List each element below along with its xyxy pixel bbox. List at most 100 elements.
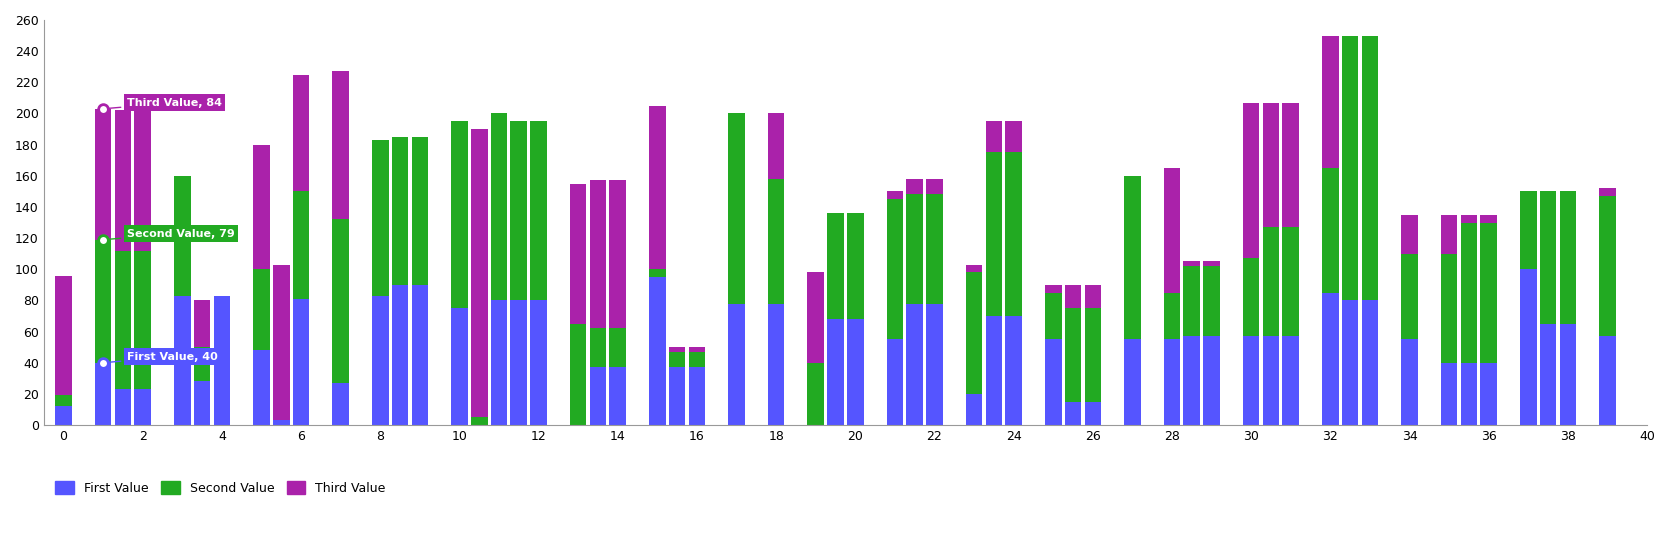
Bar: [827, 213, 843, 319]
Bar: [1242, 102, 1259, 258]
Bar: [1084, 285, 1101, 308]
Bar: [985, 122, 1002, 153]
Bar: [1204, 262, 1219, 266]
Legend: First Value, Second Value, Third Value: First Value, Second Value, Third Value: [50, 476, 391, 500]
Bar: [590, 329, 606, 367]
Bar: [907, 304, 924, 425]
Bar: [95, 363, 112, 425]
Bar: [194, 382, 210, 425]
Bar: [670, 347, 685, 352]
Bar: [650, 106, 666, 269]
Bar: [254, 144, 271, 269]
Bar: [827, 319, 843, 425]
Bar: [1124, 340, 1141, 425]
Bar: [907, 179, 924, 195]
Bar: [1441, 215, 1458, 253]
Bar: [887, 191, 903, 199]
Bar: [650, 269, 666, 277]
Bar: [670, 367, 685, 425]
Bar: [1520, 269, 1536, 425]
Bar: [332, 383, 349, 425]
Bar: [1461, 363, 1478, 425]
Bar: [1480, 222, 1496, 363]
Bar: [372, 296, 389, 425]
Bar: [134, 110, 150, 251]
Bar: [887, 199, 903, 340]
Bar: [272, 420, 289, 425]
Bar: [95, 109, 112, 240]
Bar: [569, 184, 586, 324]
Bar: [254, 350, 271, 425]
Bar: [1242, 258, 1259, 336]
Bar: [590, 367, 606, 425]
Bar: [1401, 215, 1418, 253]
Bar: [392, 285, 409, 425]
Bar: [1242, 336, 1259, 425]
Bar: [1204, 336, 1219, 425]
Bar: [1263, 102, 1279, 227]
Bar: [194, 347, 210, 382]
Bar: [214, 296, 230, 425]
Bar: [511, 300, 528, 425]
Bar: [115, 389, 132, 425]
Bar: [1600, 196, 1617, 336]
Bar: [254, 269, 271, 350]
Bar: [1184, 262, 1201, 266]
Bar: [670, 352, 685, 367]
Bar: [451, 122, 468, 308]
Bar: [292, 75, 309, 191]
Bar: [927, 304, 944, 425]
Bar: [1461, 222, 1478, 363]
Bar: [531, 300, 546, 425]
Bar: [688, 367, 705, 425]
Bar: [927, 195, 944, 304]
Bar: [511, 122, 528, 300]
Bar: [1540, 324, 1556, 425]
Bar: [1341, 35, 1358, 300]
Bar: [907, 195, 924, 304]
Bar: [491, 300, 508, 425]
Bar: [451, 308, 468, 425]
Bar: [1124, 176, 1141, 340]
Bar: [768, 304, 785, 425]
Bar: [1084, 402, 1101, 425]
Bar: [1065, 285, 1082, 308]
Bar: [1520, 191, 1536, 269]
Bar: [590, 180, 606, 329]
Bar: [1204, 266, 1219, 336]
Bar: [174, 296, 190, 425]
Bar: [134, 389, 150, 425]
Bar: [768, 179, 785, 304]
Bar: [728, 113, 745, 304]
Bar: [1164, 168, 1181, 293]
Bar: [688, 352, 705, 367]
Bar: [1005, 316, 1022, 425]
Bar: [471, 417, 488, 425]
Bar: [569, 324, 586, 425]
Bar: [965, 394, 982, 425]
Bar: [1283, 227, 1299, 336]
Bar: [807, 272, 823, 363]
Bar: [55, 396, 72, 407]
Bar: [1263, 227, 1279, 336]
Bar: [1480, 215, 1496, 222]
Bar: [1600, 188, 1617, 196]
Bar: [411, 285, 428, 425]
Bar: [1341, 300, 1358, 425]
Bar: [1283, 336, 1299, 425]
Bar: [1540, 191, 1556, 324]
Bar: [411, 137, 428, 285]
Bar: [55, 407, 72, 425]
Bar: [1441, 253, 1458, 363]
Bar: [1480, 363, 1496, 425]
Bar: [985, 316, 1002, 425]
Bar: [115, 251, 132, 389]
Bar: [807, 363, 823, 425]
Bar: [927, 179, 944, 195]
Bar: [1600, 336, 1617, 425]
Bar: [1323, 35, 1339, 168]
Bar: [1461, 215, 1478, 222]
Bar: [1045, 285, 1062, 293]
Bar: [272, 265, 289, 420]
Bar: [610, 329, 626, 367]
